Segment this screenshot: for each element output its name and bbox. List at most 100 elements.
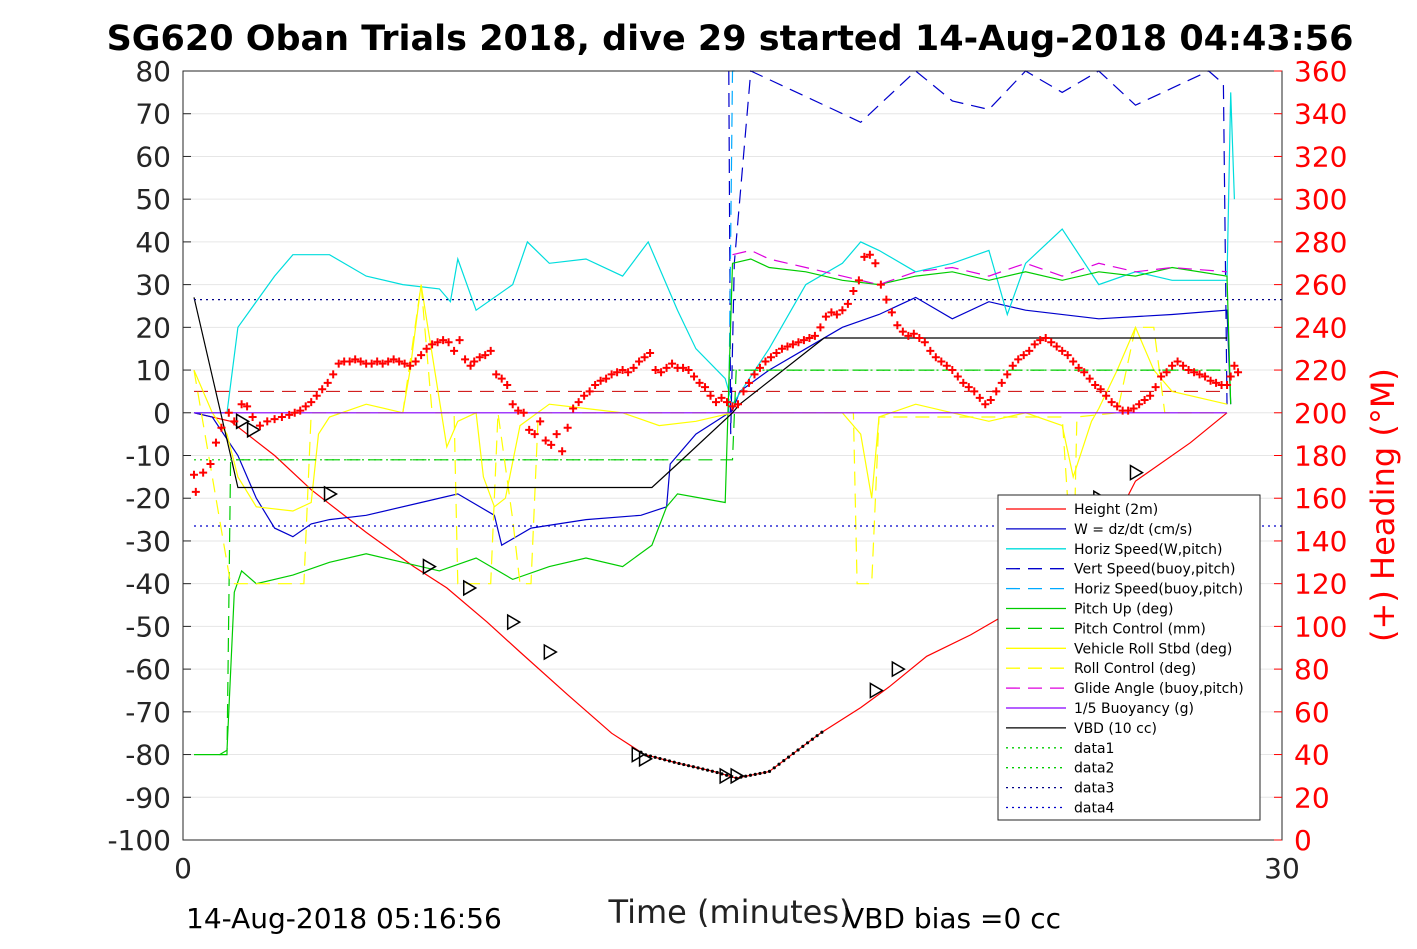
depth-dot [658,756,662,761]
heading-marker [712,398,721,407]
heading-marker [514,406,523,415]
triangle-marker [730,767,745,785]
heading-marker [389,355,398,364]
heading-marker [607,370,616,379]
plot-series [189,70,1282,785]
legend-entry: Roll Control (deg) [1074,661,1196,677]
heading-marker [345,357,354,366]
heading-marker [263,417,272,426]
series-line [193,297,1227,489]
y-tick-label: -100 [107,824,171,857]
heading-marker [519,408,528,417]
heading-marker [723,398,732,407]
triangle-marker [462,579,478,597]
y-tick-label: 50 [135,183,171,216]
heading-marker [629,363,638,372]
heading-marker [255,421,264,430]
vbd-bias-label: VBD bias =0 cc [845,902,1061,935]
heading-marker [915,334,924,343]
heading-marker [777,344,786,353]
heading-marker [189,470,198,479]
heading-marker [406,361,415,370]
heading-marker [964,383,973,392]
heading-marker [926,346,935,355]
heading-marker [400,359,409,368]
legend-entry: data3 [1074,781,1114,797]
depth-dot [672,760,676,764]
heading-marker [810,331,819,340]
depth-dot [705,768,710,772]
heading-marker [1140,395,1149,404]
heading-marker [433,338,442,347]
y2-tick-label: 240 [1294,311,1347,344]
heading-marker [243,402,252,411]
y2-tick-label: 300 [1294,183,1347,216]
heading-marker [329,370,338,379]
legend: Height (2m) W = dz/dt (cm/s) Horiz Speed(W… [997,494,1261,821]
y2-tick-label: 260 [1294,269,1347,302]
triangle-marker [422,558,437,575]
depth-dot [786,755,791,759]
heading-marker [508,400,517,409]
triangle-marker [869,682,884,699]
heading-marker [323,378,332,387]
heading-marker [865,250,874,259]
heading-marker [959,378,968,387]
heading-marker [887,308,896,317]
heading-marker [1025,346,1034,355]
heading-marker [783,342,792,351]
heading-marker [854,276,863,285]
y2-tick-label: 140 [1294,525,1347,558]
heading-marker [492,370,501,379]
heading-marker [1107,398,1116,407]
heading-marker [788,340,797,349]
heading-marker [530,430,539,439]
depth-dot [696,766,700,770]
heading-marker [378,359,387,368]
heading-marker [1052,342,1061,351]
heading-marker [1102,391,1111,400]
y-tick-label: -50 [125,610,171,643]
heading-marker [937,357,946,366]
heading-marker [1223,381,1232,390]
depth-dot [777,762,781,766]
y2-tick-label: 340 [1294,98,1347,131]
heading-marker [1074,363,1083,372]
heading-marker [975,393,984,402]
heading-marker [444,338,453,347]
y-tick-label: -10 [125,440,171,473]
heading-marker [1008,361,1017,370]
x-axis-label: Time (minutes) [608,893,852,931]
depth-dot [796,748,800,752]
heading-marker [230,417,239,426]
heading-marker [931,353,940,362]
y-tick-label: -80 [125,739,171,772]
y-tick-label: 40 [135,226,171,259]
depth-dot [715,770,719,775]
triangle-marker [891,660,906,678]
axes: 80706050403020100-10-20-30-40-50-60-70-8… [107,55,1347,885]
legend-entry: data2 [1074,761,1114,777]
heading-marker [439,336,448,345]
heading-marker [1201,372,1210,381]
heading-marker [541,436,550,445]
heading-marker [1058,346,1067,355]
series-line [728,70,1228,435]
heading-marker [455,336,464,345]
depth-dot [758,771,762,776]
heading-marker [1069,357,1078,366]
heading-marker [1080,368,1089,377]
heading-marker [1085,374,1094,383]
heading-marker [211,438,220,447]
y2-tick-label: 360 [1294,55,1347,88]
legend-entry: Horiz Speed(W,pitch) [1074,542,1222,558]
heading-marker [728,402,737,411]
legend-entry: data4 [1074,801,1115,817]
heading-marker [1146,391,1155,400]
series-line [732,249,1228,286]
series-line [219,369,1227,756]
heading-marker [569,404,578,413]
heading-marker [466,361,475,370]
heading-marker [635,357,644,366]
